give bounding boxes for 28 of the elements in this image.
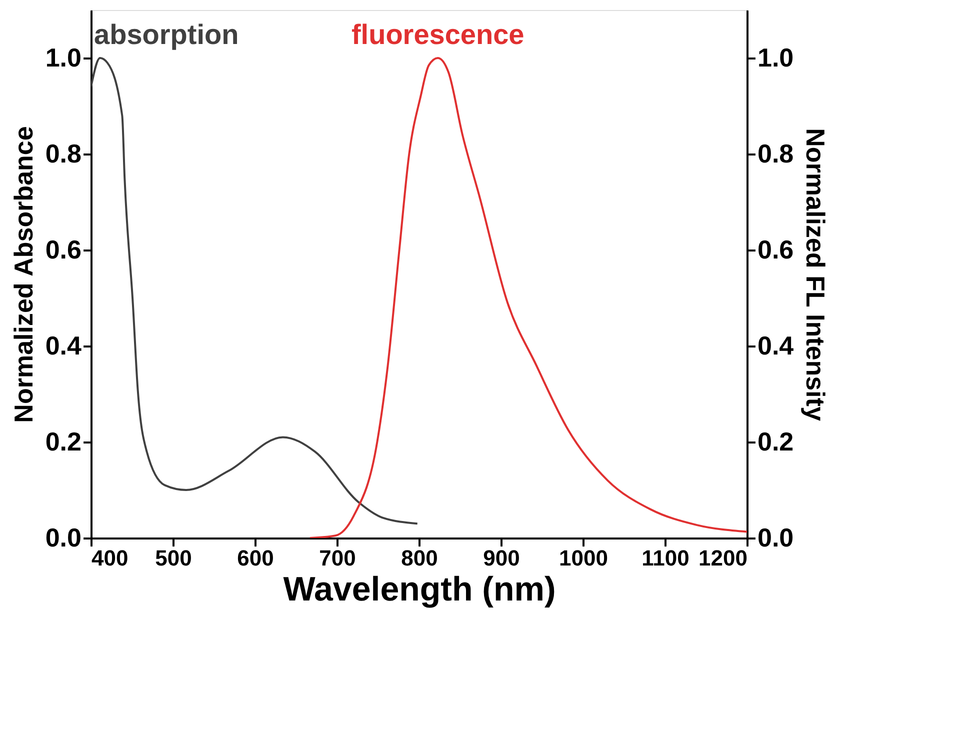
x-tick-label: 700 [319, 546, 356, 570]
x-axis-title: Wavelength (nm) [283, 570, 556, 608]
y-tick-label: 0.2 [45, 426, 82, 456]
x-tick-label: 400 [92, 546, 128, 570]
y2-tick-label: 0.4 [758, 330, 794, 360]
y2-tick-label: 0.0 [758, 522, 794, 552]
y-tick-label: 0.4 [45, 330, 82, 360]
y-tick-label: 0.0 [45, 522, 82, 552]
line-series [91, 57, 418, 525]
x-tick-label: 1000 [559, 546, 608, 570]
line-series [308, 57, 747, 538]
y2-tick-label: 0.2 [758, 426, 794, 456]
series-label: fluorescence [351, 19, 524, 50]
series-label: absorption [94, 19, 239, 50]
x-tick-label: 600 [237, 546, 274, 570]
x-tick-label: 500 [155, 546, 192, 570]
y2-tick-label: 1.0 [758, 42, 794, 72]
x-tick-label: 800 [401, 546, 438, 570]
y2-axis-title: Normalized FL Intensity [800, 128, 831, 422]
x-tick-label: 1100 [642, 546, 690, 570]
y-tick-label: 0.8 [45, 138, 82, 168]
y-tick-label: 0.6 [45, 234, 82, 264]
x-tick-label: 900 [483, 546, 520, 570]
y-tick-label: 1.0 [45, 42, 82, 72]
x-tick-label: 1200 [698, 546, 748, 570]
y-axis-title: Normalized Absorbance [8, 126, 38, 423]
y2-tick-label: 0.6 [758, 234, 794, 264]
y2-tick-label: 0.8 [758, 138, 794, 168]
